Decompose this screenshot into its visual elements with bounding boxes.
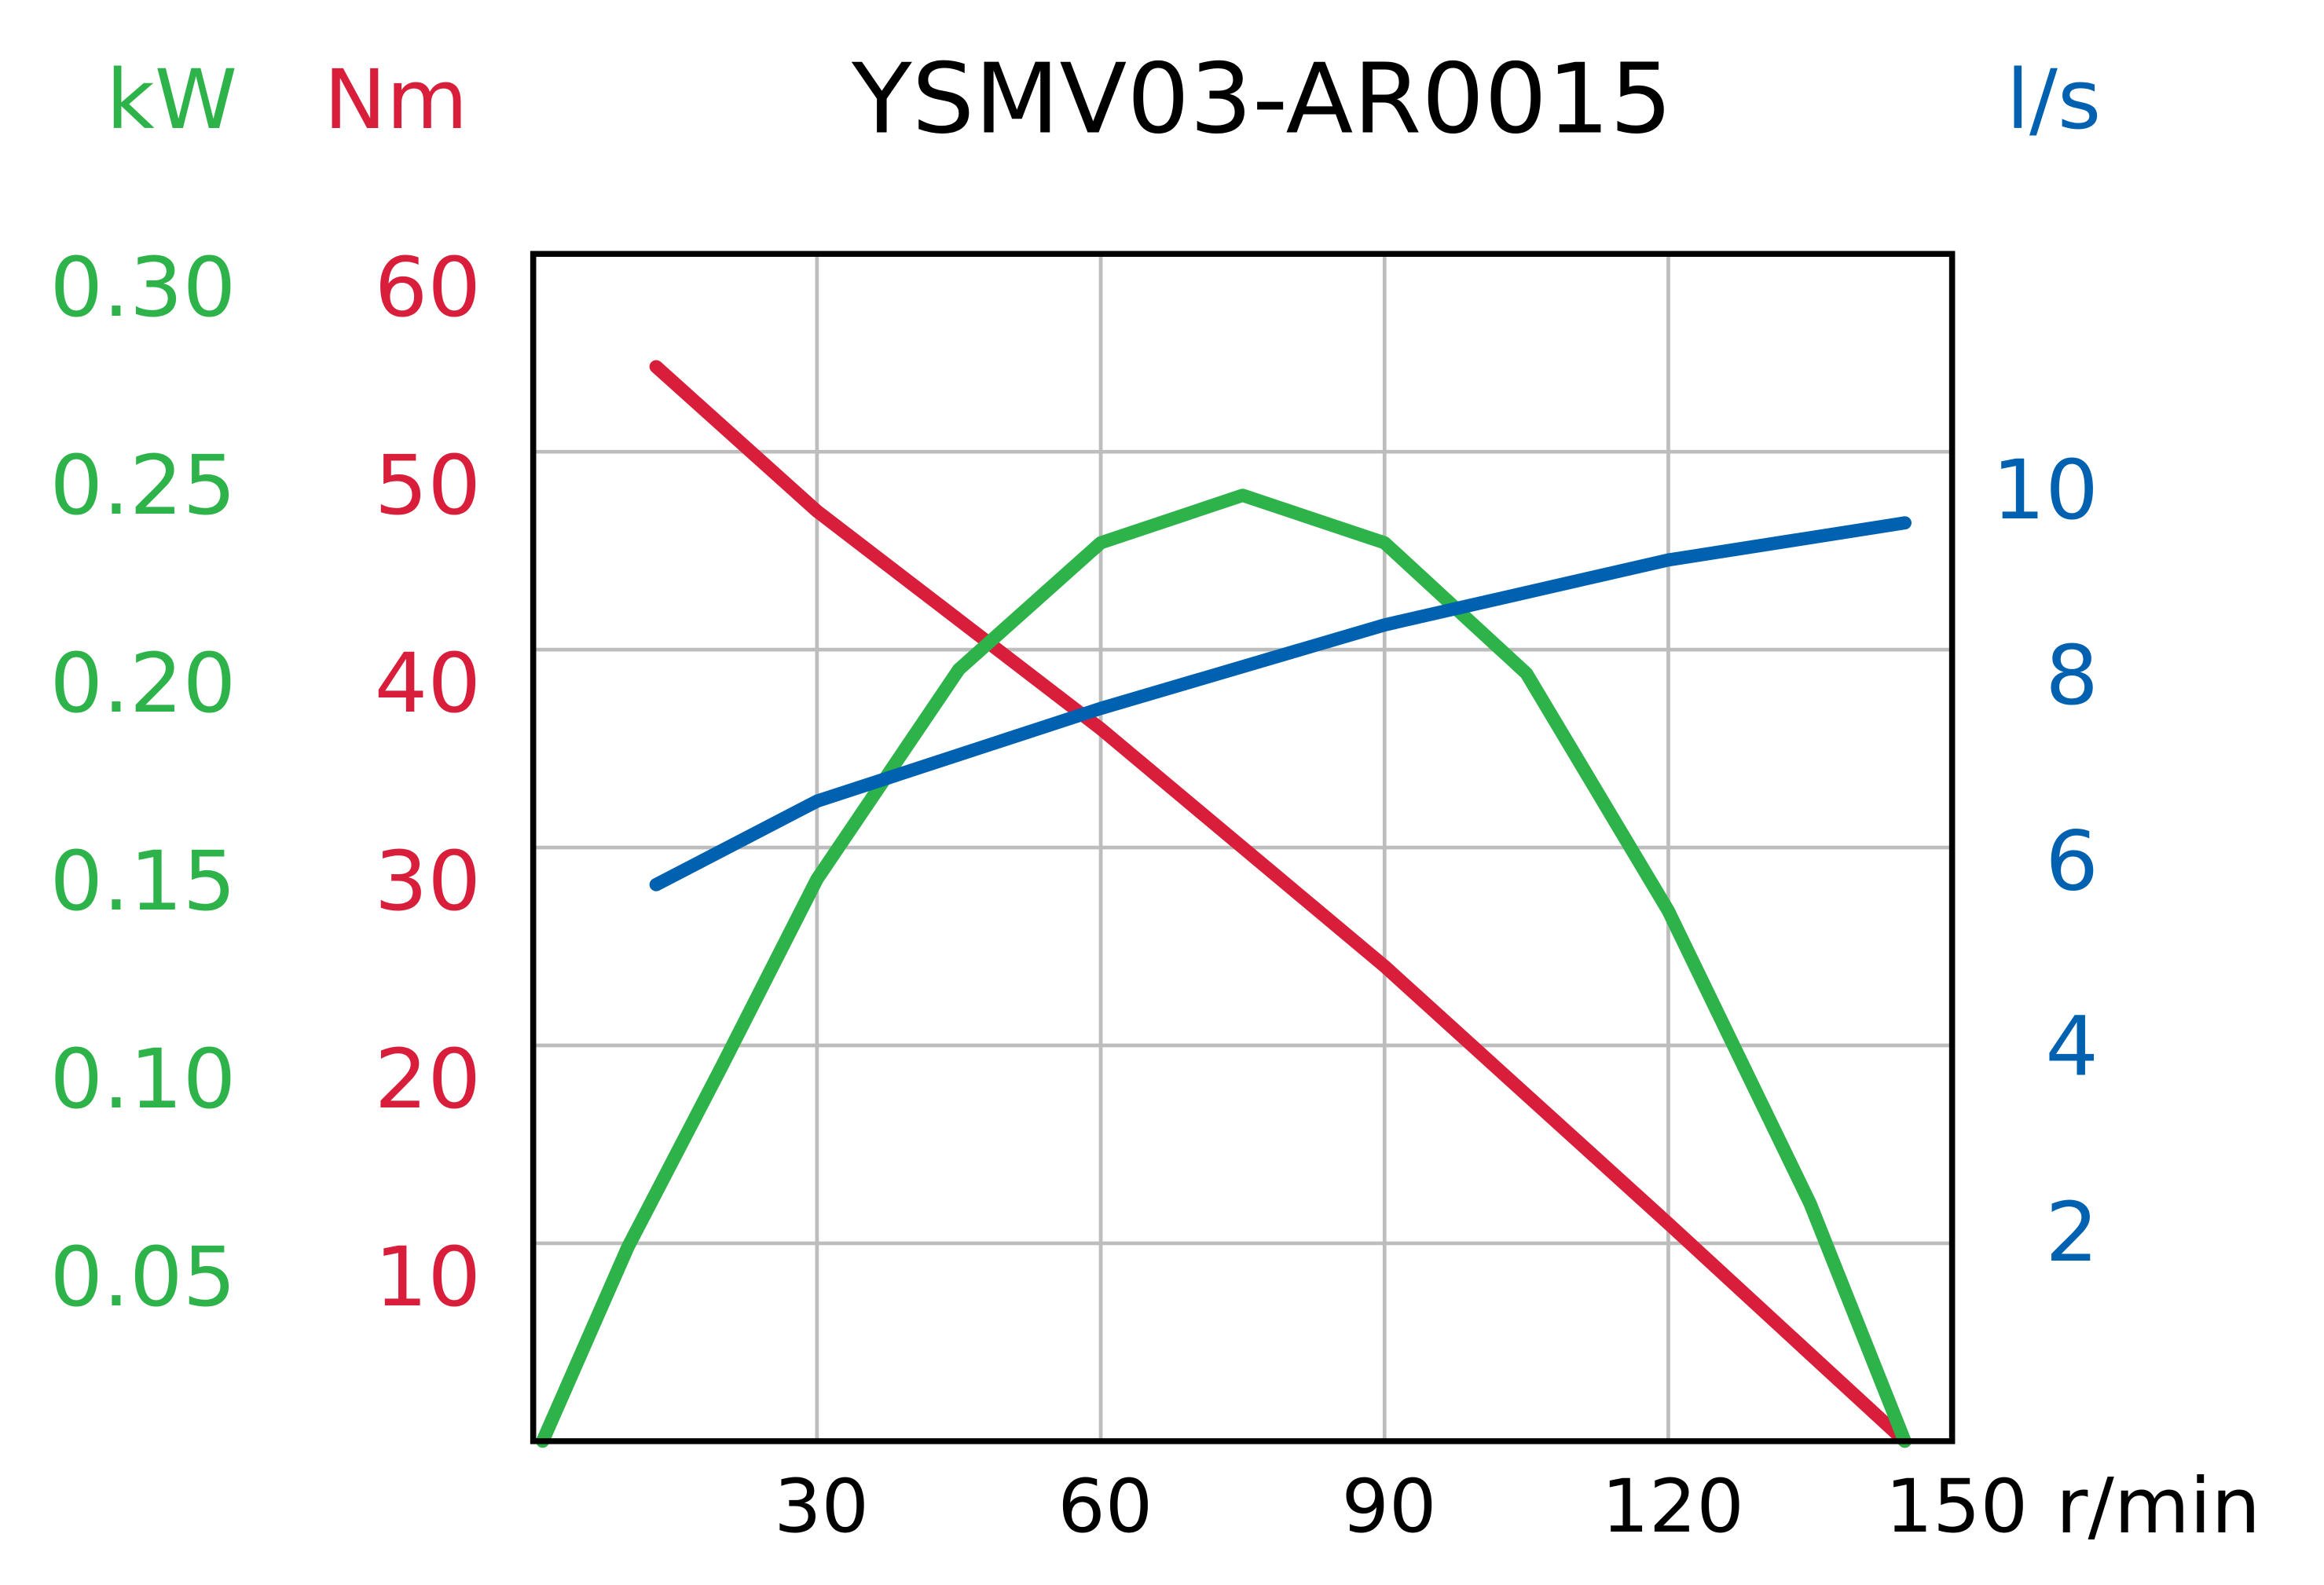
chart-title: YSMV03-AR0015	[851, 43, 1673, 156]
kw-tick-label: 0.10	[49, 1031, 236, 1127]
plot-border	[530, 251, 1956, 1444]
series-line	[649, 516, 1912, 891]
nm-tick-label: 20	[375, 1031, 481, 1127]
kw-tick-label: 0.25	[49, 437, 236, 533]
kw-axis-label: kW	[106, 52, 237, 148]
flow-tick-label: 6	[2045, 813, 2099, 909]
nm-axis-label: Nm	[324, 52, 467, 148]
x-tick-label: 30	[774, 1465, 869, 1550]
kw-tick-label: 0.30	[49, 240, 236, 335]
flow-tick-label: 2	[2045, 1184, 2099, 1280]
nm-tick-label: 50	[375, 437, 481, 533]
flow-tick-label: 10	[1992, 442, 2098, 538]
flow-tick-label: 8	[2045, 628, 2099, 723]
x-tick-label: 60	[1058, 1465, 1153, 1550]
nm-tick-label: 30	[375, 833, 481, 929]
kw-tick-label: 0.05	[49, 1229, 236, 1325]
flow-tick-label: 4	[2045, 998, 2099, 1094]
nm-tick-label: 40	[375, 635, 481, 731]
kw-tick-label: 0.15	[49, 833, 236, 929]
x-tick-label: 90	[1341, 1465, 1436, 1550]
series-line	[536, 489, 1912, 1448]
kw-tick-label: 0.20	[49, 635, 236, 731]
x-tick-label: 120	[1601, 1465, 1743, 1550]
x-axis-label: r/min	[2056, 1462, 2260, 1551]
series-line	[649, 360, 1912, 1448]
x-tick-label: 150	[1886, 1465, 2028, 1550]
flow-axis-label: l/s	[2006, 52, 2101, 148]
nm-tick-label: 60	[375, 240, 481, 335]
nm-tick-label: 10	[375, 1229, 481, 1325]
